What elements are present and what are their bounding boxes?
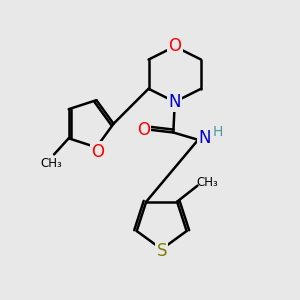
Text: N: N [198, 129, 211, 147]
Text: CH₃: CH₃ [40, 157, 62, 169]
Text: O: O [168, 38, 181, 56]
Text: H: H [213, 124, 223, 139]
Text: CH₃: CH₃ [197, 176, 219, 189]
Text: O: O [137, 121, 150, 139]
Text: O: O [92, 143, 104, 161]
Text: S: S [156, 242, 167, 260]
Text: N: N [169, 93, 181, 111]
